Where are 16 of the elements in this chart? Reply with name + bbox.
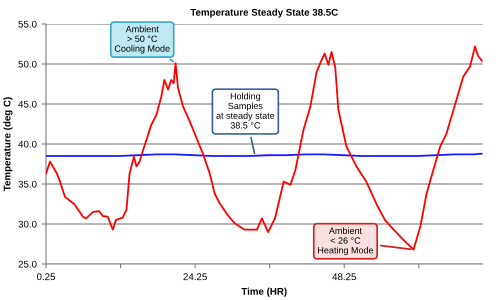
y-tick-label: 50.0 — [18, 60, 37, 68]
y-tick-label: 25.0 — [18, 260, 37, 268]
annotation: Ambient > 50 °C Cooling Mode — [114, 26, 170, 54]
chart-title: Temperature Steady State 38.5C — [190, 8, 338, 18]
x-tick-label: 24.25 — [183, 273, 207, 280]
y-tick-label: 55.0 — [18, 20, 37, 28]
y-tick-label: 30.0 — [18, 220, 37, 228]
annotation: Ambient < 26 °C Heating Mode — [318, 227, 374, 256]
x-axis-title: Time (HR) — [241, 288, 287, 297]
x-tick-label: 0.25 — [36, 273, 56, 280]
annotation: Holding Samples at steady state 38.5 °C — [216, 92, 274, 129]
y-axis-title: Temperature (deg C) — [3, 97, 12, 192]
y-tick-label: 40.0 — [18, 140, 37, 148]
y-tick-label: 45.0 — [18, 100, 37, 108]
x-tick-label: 48.25 — [332, 273, 356, 280]
y-tick-label: 35.0 — [18, 180, 37, 188]
